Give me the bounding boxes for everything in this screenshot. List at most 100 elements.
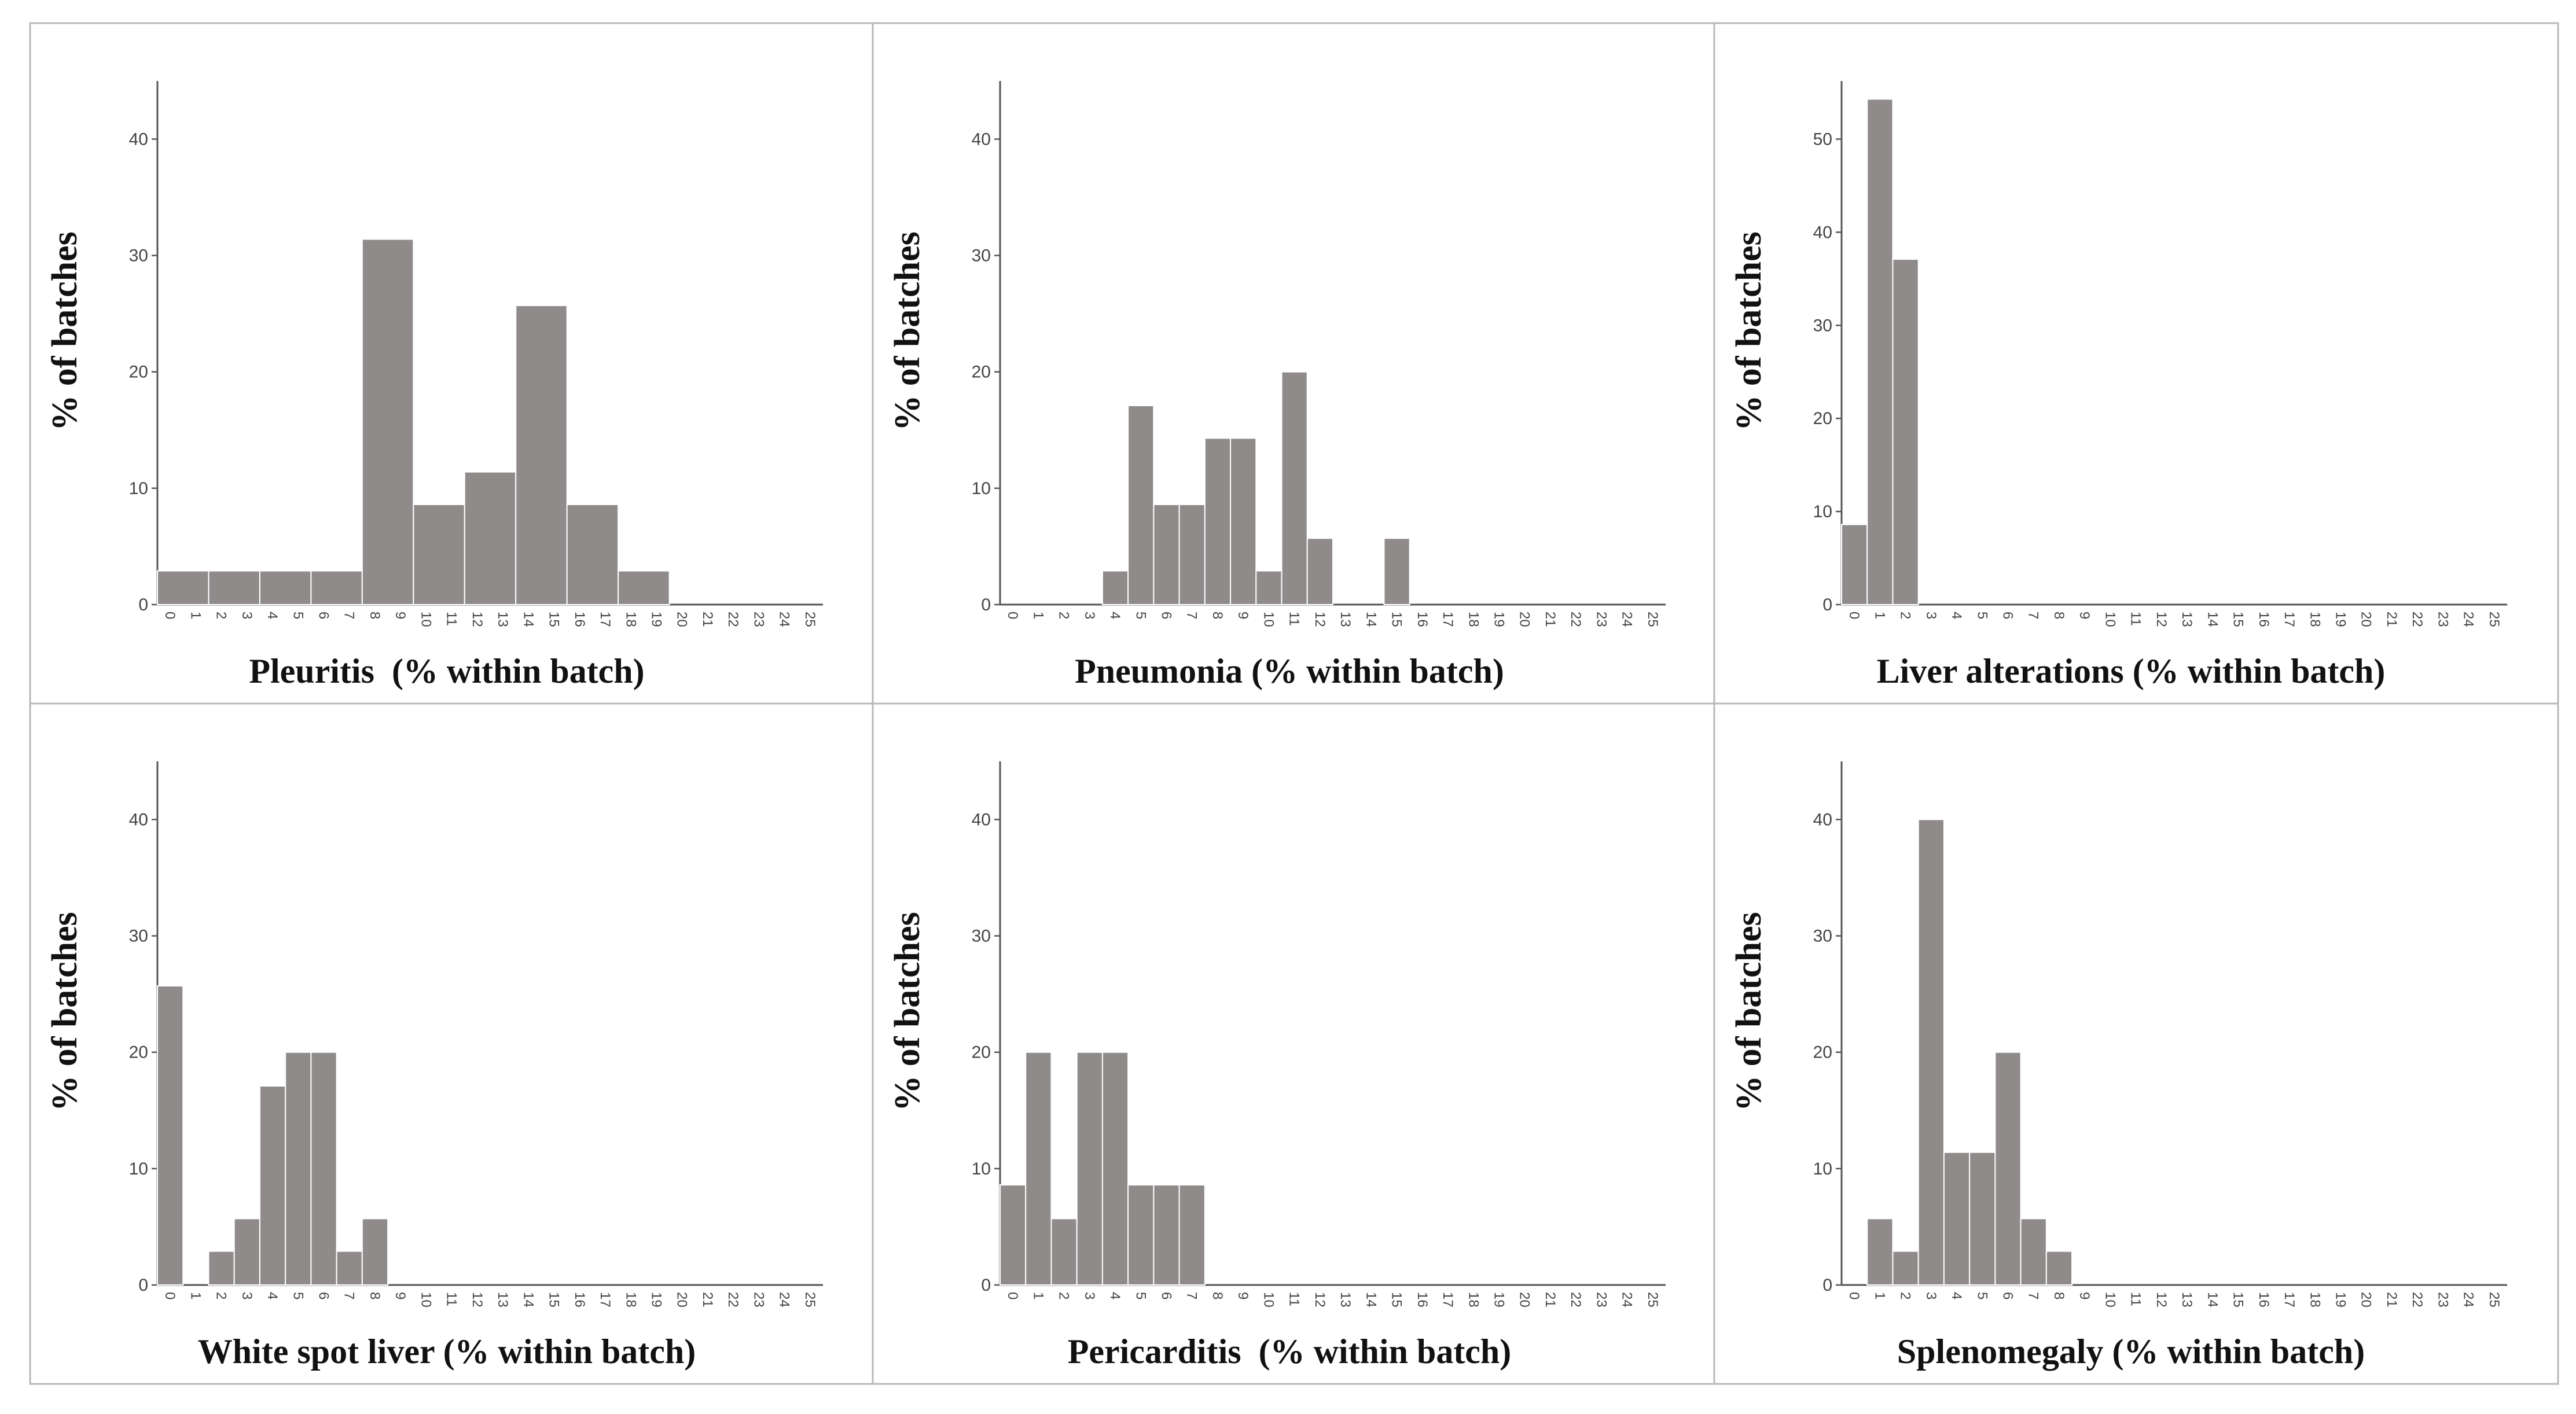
- bar-pleuritis-14-15: [515, 305, 568, 605]
- x-tick-label: 22: [2409, 1292, 2425, 1308]
- x-tick-label: 14: [520, 1292, 536, 1308]
- x-tick-label: 22: [725, 1292, 741, 1308]
- x-tick-label: 19: [649, 1292, 664, 1308]
- y-tick-label: 10: [1813, 502, 1832, 521]
- x-tick-label: 11: [1287, 1292, 1302, 1306]
- x-tick-label: 21: [2384, 612, 2399, 627]
- y-tick-label: 40: [1813, 810, 1832, 829]
- y-tick-label: 30: [1813, 927, 1832, 946]
- bar-pneumonia-15: [1383, 537, 1410, 606]
- y-tick-label: 10: [972, 479, 991, 498]
- x-tick-label: 25: [802, 1292, 818, 1308]
- bar-pericarditis-5: [1127, 1184, 1155, 1286]
- bar-pneumonia-7: [1178, 504, 1206, 605]
- x-tick-label: 20: [2358, 1292, 2374, 1308]
- x-tick-label: 5: [290, 612, 306, 619]
- bar-white-spot-liver-4: [259, 1085, 286, 1286]
- bar-splenomegaly-8: [2045, 1250, 2073, 1286]
- x-tick-label: 8: [1210, 1292, 1225, 1299]
- x-tick-label: 22: [1568, 1292, 1583, 1308]
- x-tick-label: 5: [1974, 1292, 1990, 1299]
- bar-white-spot-liver-6: [310, 1051, 337, 1286]
- x-tick-label: 6: [2000, 1292, 2016, 1299]
- x-tick-label: 20: [2358, 612, 2374, 627]
- bar-pleuritis-0-1: [157, 570, 210, 606]
- y-tick-label: 40: [972, 130, 991, 149]
- x-tick-label: 1: [188, 612, 203, 619]
- x-tick-label: 12: [1312, 1292, 1328, 1308]
- x-tick-label: 6: [1159, 1292, 1174, 1299]
- y-axis-label: % of batches: [45, 912, 84, 1111]
- panel-frame: [29, 702, 874, 1385]
- x-tick-label: 1: [1030, 1292, 1046, 1299]
- y-tick-label: 10: [129, 479, 148, 498]
- x-tick-label: 19: [1491, 1292, 1507, 1308]
- x-tick-label: 3: [1923, 612, 1939, 619]
- x-tick-label: 14: [1363, 1292, 1379, 1308]
- y-tick-label: 20: [129, 363, 148, 382]
- bar-splenomegaly-4: [1943, 1151, 1971, 1286]
- x-tick-label: 16: [1414, 612, 1430, 627]
- x-tick-label: 14: [1363, 612, 1379, 627]
- y-tick-label: 30: [129, 246, 148, 266]
- x-tick-label: 25: [1645, 612, 1660, 627]
- x-tick-label: 10: [418, 612, 433, 627]
- y-tick-label: 20: [972, 1043, 991, 1062]
- x-tick-label: 17: [2281, 1292, 2297, 1308]
- x-tick-label: 9: [2077, 1292, 2092, 1299]
- x-tick-label: 5: [1133, 1292, 1148, 1299]
- x-tick-label: 22: [2409, 612, 2425, 627]
- y-tick-label: 40: [972, 810, 991, 829]
- x-tick-label: 19: [2333, 1292, 2349, 1308]
- bar-pneumonia-6: [1153, 504, 1180, 605]
- x-tick-label: 21: [2384, 1292, 2399, 1308]
- y-tick-label: 0: [981, 595, 991, 614]
- x-tick-label: 4: [264, 612, 280, 619]
- bar-liver-alterations-0: [1841, 524, 1868, 605]
- x-tick-label: 2: [1898, 1292, 1913, 1299]
- x-axis-label: Liver alterations (% within batch): [1877, 652, 2386, 690]
- y-tick-label: 30: [972, 246, 991, 266]
- x-tick-label: 0: [1005, 612, 1020, 619]
- y-tick-label: 10: [972, 1159, 991, 1179]
- x-tick-label: 4: [1107, 612, 1123, 619]
- bar-splenomegaly-3: [1917, 819, 1945, 1286]
- y-tick-label: 20: [1813, 1043, 1832, 1062]
- bar-pericarditis-1: [1025, 1051, 1052, 1286]
- x-tick-label: 18: [623, 612, 638, 627]
- x-tick-label: 9: [392, 1292, 408, 1299]
- x-tick-label: 20: [1517, 612, 1533, 627]
- bar-pericarditis-4: [1101, 1051, 1129, 1286]
- x-tick-label: 25: [2486, 1292, 2502, 1308]
- y-tick-label: 10: [129, 1159, 148, 1179]
- x-tick-label: 14: [2204, 1292, 2220, 1308]
- x-tick-label: 8: [2051, 1292, 2067, 1299]
- x-tick-label: 9: [1235, 1292, 1251, 1299]
- x-tick-label: 0: [1005, 1292, 1020, 1299]
- x-tick-label: 11: [2128, 612, 2144, 626]
- x-tick-label: 25: [1645, 1292, 1660, 1308]
- x-tick-label: 19: [1491, 612, 1507, 627]
- y-tick-label: 30: [129, 927, 148, 946]
- x-tick-label: 24: [2461, 612, 2476, 627]
- x-tick-label: 0: [1846, 1292, 1862, 1299]
- x-tick-label: 5: [1133, 612, 1148, 619]
- x-tick-label: 12: [1312, 612, 1328, 627]
- bar-pleuritis-2-3: [208, 570, 260, 606]
- bar-pleuritis-18-19: [618, 570, 670, 606]
- x-tick-label: 3: [1082, 612, 1097, 619]
- x-tick-label: 17: [1440, 1292, 1456, 1308]
- x-tick-label: 21: [1542, 1292, 1558, 1308]
- y-tick-label: 0: [138, 1276, 148, 1295]
- x-tick-label: 5: [1974, 612, 1990, 619]
- x-tick-label: 17: [2281, 612, 2297, 627]
- x-tick-label: 2: [1898, 612, 1913, 619]
- x-tick-label: 10: [418, 1292, 433, 1308]
- x-tick-label: 19: [649, 612, 664, 627]
- bar-splenomegaly-7: [2020, 1218, 2047, 1286]
- x-tick-label: 4: [1949, 612, 1964, 619]
- x-tick-label: 10: [1261, 1292, 1276, 1308]
